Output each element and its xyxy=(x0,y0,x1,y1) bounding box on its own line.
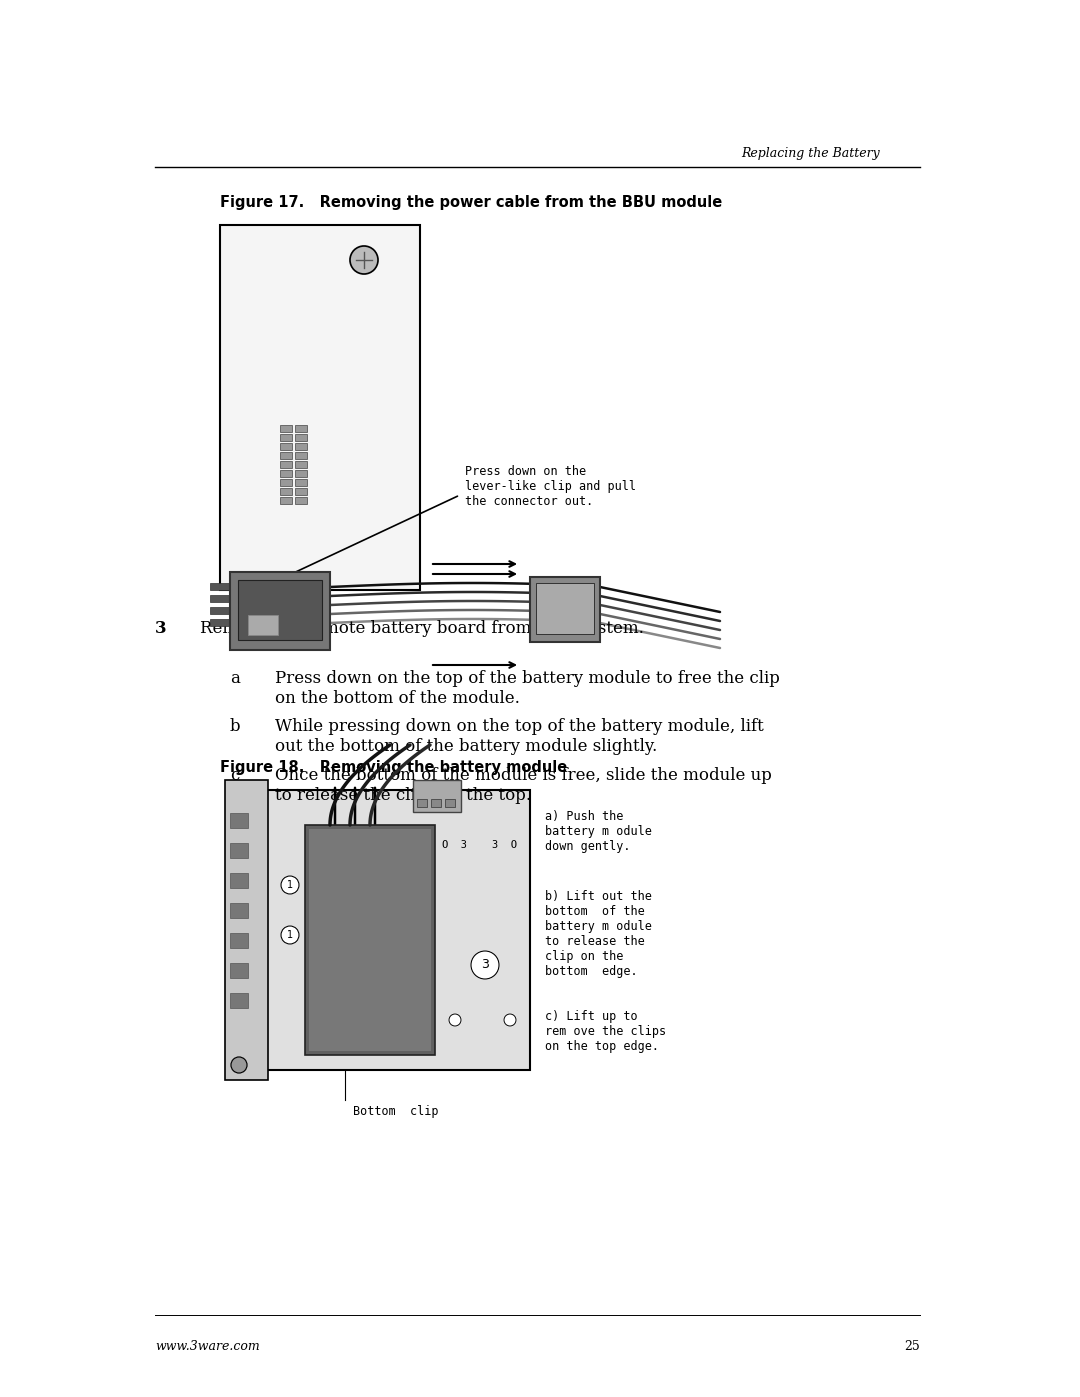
Text: While pressing down on the top of the battery module, lift
out the bottom of the: While pressing down on the top of the ba… xyxy=(275,718,764,754)
Bar xyxy=(431,799,441,807)
Bar xyxy=(210,619,230,626)
Bar xyxy=(230,963,248,978)
Bar xyxy=(280,497,292,504)
Bar xyxy=(280,434,292,441)
Bar xyxy=(309,828,431,1051)
Text: Figure 17.   Removing the power cable from the BBU module: Figure 17. Removing the power cable from… xyxy=(220,196,723,210)
Bar xyxy=(280,488,292,495)
Bar xyxy=(295,425,307,432)
Bar xyxy=(280,443,292,450)
Bar xyxy=(295,461,307,468)
Bar xyxy=(220,225,420,590)
Bar xyxy=(295,453,307,460)
Text: b: b xyxy=(230,718,241,735)
Bar xyxy=(230,902,248,918)
Text: Press down on the top of the battery module to free the clip
on the bottom of th: Press down on the top of the battery mod… xyxy=(275,671,780,707)
Bar xyxy=(295,497,307,504)
Circle shape xyxy=(471,951,499,979)
Circle shape xyxy=(449,1014,461,1025)
Bar xyxy=(280,461,292,468)
Bar xyxy=(210,583,230,590)
Text: a) Push the
battery m odule
down gently.: a) Push the battery m odule down gently. xyxy=(545,810,652,854)
Bar xyxy=(295,479,307,486)
Bar xyxy=(295,469,307,476)
Text: c) Lift up to
rem ove the clips
on the top edge.: c) Lift up to rem ove the clips on the t… xyxy=(545,1010,666,1053)
Circle shape xyxy=(504,1014,516,1025)
Bar xyxy=(230,993,248,1009)
Bar xyxy=(280,453,292,460)
Bar xyxy=(230,813,248,828)
Text: 3: 3 xyxy=(481,958,489,971)
Text: Once the bottom of the module is free, slide the module up
to release the clips : Once the bottom of the module is free, s… xyxy=(275,767,772,803)
Bar xyxy=(230,571,330,650)
Text: 3  O: 3 O xyxy=(492,840,517,849)
Bar xyxy=(295,443,307,450)
Text: Figure 18.   Removing the battery module: Figure 18. Removing the battery module xyxy=(220,760,567,775)
Bar xyxy=(295,434,307,441)
Text: Replacing the Battery: Replacing the Battery xyxy=(741,147,880,161)
Bar xyxy=(413,780,461,812)
Text: Remove the remote battery board from your system.: Remove the remote battery board from you… xyxy=(200,620,644,637)
Text: Press down on the
lever-like clip and pull
the connector out.: Press down on the lever-like clip and pu… xyxy=(465,465,636,509)
Bar xyxy=(280,479,292,486)
Text: c: c xyxy=(230,767,240,784)
Bar xyxy=(280,425,292,432)
Bar xyxy=(238,580,322,640)
Bar xyxy=(210,595,230,602)
Circle shape xyxy=(231,1058,247,1073)
Bar xyxy=(536,583,594,634)
Text: Bottom  clip: Bottom clip xyxy=(353,1105,438,1118)
Bar xyxy=(305,826,435,1055)
Bar xyxy=(248,615,278,636)
Text: O  3: O 3 xyxy=(443,840,468,849)
Bar xyxy=(230,933,248,949)
Circle shape xyxy=(281,876,299,894)
Text: 1: 1 xyxy=(287,880,293,890)
Text: b) Lift out the
bottom  of the
battery m odule
to release the
clip on the
bottom: b) Lift out the bottom of the battery m … xyxy=(545,890,652,978)
Text: 25: 25 xyxy=(904,1340,920,1354)
Bar xyxy=(295,488,307,495)
Text: www.3ware.com: www.3ware.com xyxy=(156,1340,260,1354)
Bar xyxy=(230,873,248,888)
Bar xyxy=(445,799,455,807)
Text: 3: 3 xyxy=(156,620,166,637)
Bar xyxy=(260,789,530,1070)
Bar xyxy=(417,799,427,807)
Bar xyxy=(530,577,600,643)
Bar xyxy=(210,608,230,615)
Circle shape xyxy=(350,246,378,274)
Circle shape xyxy=(281,926,299,944)
Bar xyxy=(230,842,248,858)
Bar xyxy=(280,469,292,476)
Text: 1: 1 xyxy=(287,930,293,940)
Bar xyxy=(225,780,268,1080)
Text: a: a xyxy=(230,671,240,687)
